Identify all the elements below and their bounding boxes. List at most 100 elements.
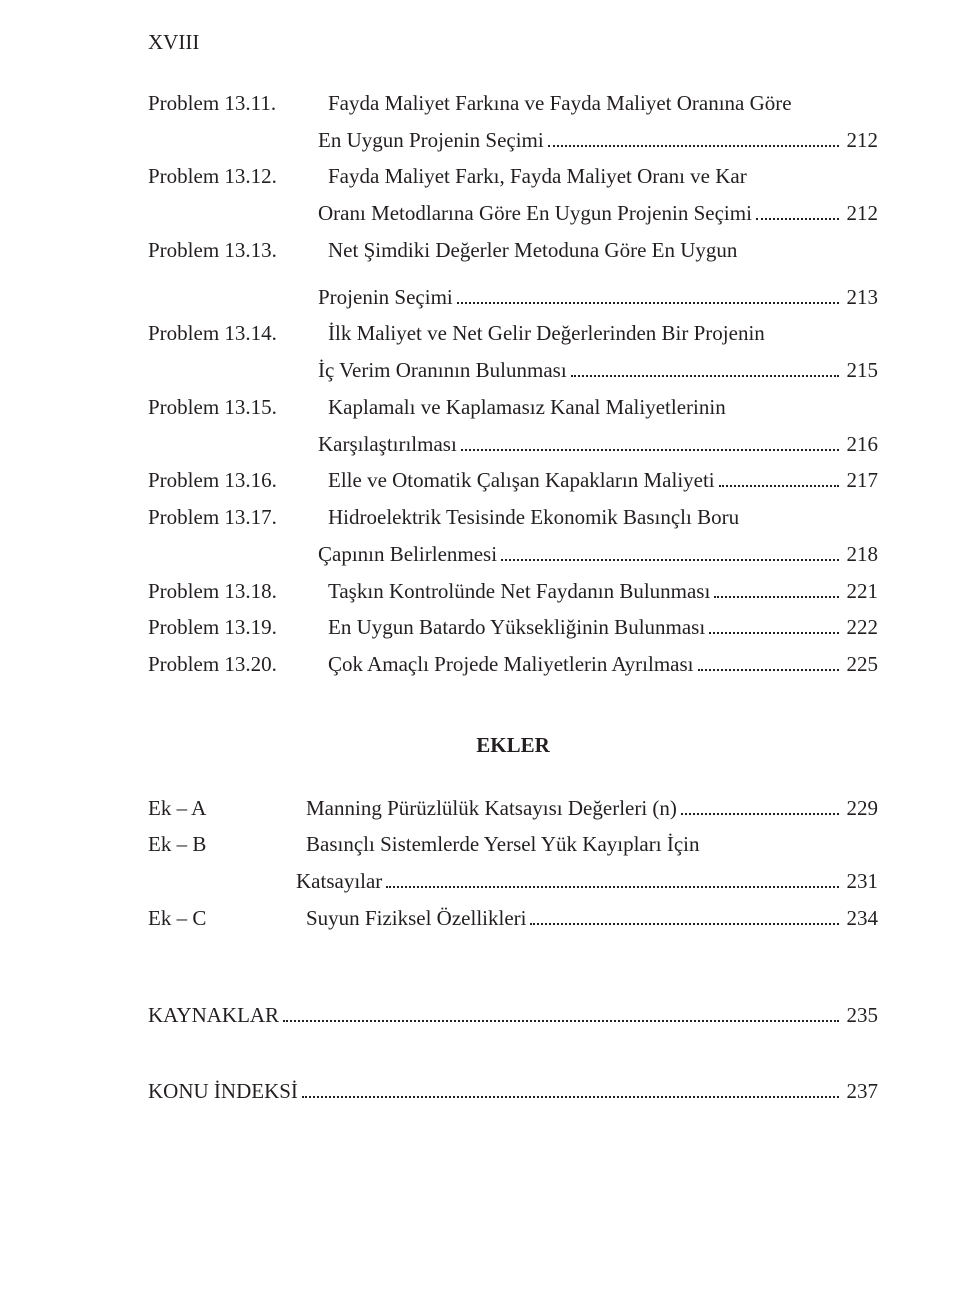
toc-page-number: 234: [843, 900, 879, 937]
toc-title: Manning Pürüzlülük Katsayısı Değerleri (…: [306, 790, 677, 827]
toc-title: Suyun Fiziksel Özellikleri: [306, 900, 526, 937]
toc-entry: Problem 13.19.En Uygun Batardo Yüksekliğ…: [148, 609, 878, 646]
page-header: XVIII: [148, 24, 878, 61]
toc-entry: Problem 13.18.Taşkın Kontrolünde Net Fay…: [148, 573, 878, 610]
toc-line: Çapının Belirlenmesi 218: [148, 536, 878, 573]
toc-title: En Uygun Batardo Yüksekliğinin Bulunması: [328, 609, 705, 646]
leader-dots: [719, 473, 839, 488]
toc-line: Problem 13.15.Kaplamalı ve Kaplamasız Ka…: [148, 389, 878, 426]
leader-dots: [386, 873, 838, 888]
toc-entry: Problem 13.13.Net Şimdiki Değerler Metod…: [148, 232, 878, 316]
leader-dots: [698, 656, 839, 671]
toc-page-number: 237: [843, 1073, 879, 1110]
toc-line: Ek – AManning Pürüzlülük Katsayısı Değer…: [148, 790, 878, 827]
toc-page-number: 222: [843, 609, 879, 646]
toc-title: Net Şimdiki Değerler Metoduna Göre En Uy…: [328, 232, 737, 269]
toc-page-number: 212: [843, 122, 879, 159]
toc-label: Ek – B: [148, 826, 306, 863]
toc-title: Projenin Seçimi: [318, 279, 453, 316]
toc-title: En Uygun Projenin Seçimi: [318, 122, 544, 159]
toc-entry: KAYNAKLAR 235: [148, 997, 878, 1034]
toc-entry: Ek – CSuyun Fiziksel Özellikleri 234: [148, 900, 878, 937]
toc-entry: Ek – AManning Pürüzlülük Katsayısı Değer…: [148, 790, 878, 827]
toc-label: Problem 13.17.: [148, 499, 328, 536]
toc-appendix: Ek – AManning Pürüzlülük Katsayısı Değer…: [148, 790, 878, 937]
toc-entry: KONU İNDEKSİ 237: [148, 1073, 878, 1110]
toc-title: Basınçlı Sistemlerde Yersel Yük Kayıplar…: [306, 826, 699, 863]
toc-tail: KAYNAKLAR 235 KONU İNDEKSİ 237: [148, 997, 878, 1111]
toc-title: Fayda Maliyet Farkı, Fayda Maliyet Oranı…: [328, 158, 747, 195]
toc-line: Ek – CSuyun Fiziksel Özellikleri 234: [148, 900, 878, 937]
toc-line: Problem 13.19.En Uygun Batardo Yüksekliğ…: [148, 609, 878, 646]
toc-line: Oranı Metodlarına Göre En Uygun Projenin…: [148, 195, 878, 232]
toc-title: Çapının Belirlenmesi: [318, 536, 497, 573]
toc-label: Problem 13.18.: [148, 573, 328, 610]
toc-label: Problem 13.20.: [148, 646, 328, 683]
toc-entry: Problem 13.20.Çok Amaçlı Projede Maliyet…: [148, 646, 878, 683]
toc-label: Problem 13.13.: [148, 232, 328, 269]
toc-page-number: 225: [843, 646, 879, 683]
toc-line: Problem 13.12.Fayda Maliyet Farkı, Fayda…: [148, 158, 878, 195]
leader-dots: [283, 1007, 838, 1022]
toc-title: Hidroelektrik Tesisinde Ekonomik Basınçl…: [328, 499, 739, 536]
toc-line: Karşılaştırılması 216: [148, 426, 878, 463]
toc-entry: Problem 13.15.Kaplamalı ve Kaplamasız Ka…: [148, 389, 878, 463]
toc-main: Problem 13.11.Fayda Maliyet Farkına ve F…: [148, 85, 878, 683]
toc-line: Problem 13.18.Taşkın Kontrolünde Net Fay…: [148, 573, 878, 610]
toc-page-number: 216: [843, 426, 879, 463]
toc-line: Problem 13.13.Net Şimdiki Değerler Metod…: [148, 232, 878, 269]
leader-dots: [714, 583, 838, 598]
toc-title: İlk Maliyet ve Net Gelir Değerlerinden B…: [328, 315, 765, 352]
toc-entry: Problem 13.14.İlk Maliyet ve Net Gelir D…: [148, 315, 878, 389]
toc-label: Problem 13.19.: [148, 609, 328, 646]
toc-title: İç Verim Oranının Bulunması: [318, 352, 567, 389]
toc-entry: Ek – BBasınçlı Sistemlerde Yersel Yük Ka…: [148, 826, 878, 900]
toc-line: Ek – BBasınçlı Sistemlerde Yersel Yük Ka…: [148, 826, 878, 863]
toc-line: Problem 13.20.Çok Amaçlı Projede Maliyet…: [148, 646, 878, 683]
leader-dots: [709, 620, 838, 635]
toc-line: Katsayılar 231: [148, 863, 878, 900]
toc-label: Problem 13.16.: [148, 462, 328, 499]
toc-page-number: 212: [843, 195, 879, 232]
leader-dots: [571, 362, 839, 377]
toc-title: Elle ve Otomatik Çalışan Kapakların Mali…: [328, 462, 715, 499]
toc-label: KONU İNDEKSİ: [148, 1073, 298, 1110]
toc-line: Problem 13.14.İlk Maliyet ve Net Gelir D…: [148, 315, 878, 352]
toc-label: Ek – C: [148, 900, 306, 937]
appendix-heading: EKLER: [148, 727, 878, 764]
leader-dots: [501, 546, 838, 561]
toc-page-number: 217: [843, 462, 879, 499]
toc-line: Problem 13.17.Hidroelektrik Tesisinde Ek…: [148, 499, 878, 536]
leader-dots: [548, 132, 839, 147]
toc-title: Çok Amaçlı Projede Maliyetlerin Ayrılmas…: [328, 646, 694, 683]
toc-line: Problem 13.11.Fayda Maliyet Farkına ve F…: [148, 85, 878, 122]
toc-title: Karşılaştırılması: [318, 426, 457, 463]
toc-entry: Problem 13.11.Fayda Maliyet Farkına ve F…: [148, 85, 878, 159]
toc-page-number: 235: [843, 997, 879, 1034]
toc-title: Taşkın Kontrolünde Net Faydanın Bulunmas…: [328, 573, 710, 610]
toc-label: Problem 13.14.: [148, 315, 328, 352]
toc-title: Kaplamalı ve Kaplamasız Kanal Maliyetler…: [328, 389, 726, 426]
toc-line: Problem 13.16.Elle ve Otomatik Çalışan K…: [148, 462, 878, 499]
toc-line: En Uygun Projenin Seçimi 212: [148, 122, 878, 159]
toc-label: Ek – A: [148, 790, 306, 827]
toc-page-number: 229: [843, 790, 879, 827]
toc-page-number: 221: [843, 573, 879, 610]
toc-label: Problem 13.15.: [148, 389, 328, 426]
leader-dots: [461, 436, 839, 451]
leader-dots: [681, 800, 839, 815]
document-page: XVIII Problem 13.11.Fayda Maliyet Farkın…: [0, 0, 960, 1297]
toc-entry: Problem 13.16.Elle ve Otomatik Çalışan K…: [148, 462, 878, 499]
toc-page-number: 213: [843, 279, 879, 316]
toc-label: Problem 13.12.: [148, 158, 328, 195]
leader-dots: [302, 1084, 839, 1099]
toc-title: Katsayılar: [296, 863, 382, 900]
toc-line: İç Verim Oranının Bulunması215: [148, 352, 878, 389]
toc-entry: Problem 13.12.Fayda Maliyet Farkı, Fayda…: [148, 158, 878, 232]
toc-page-number: 218: [843, 536, 879, 573]
leader-dots: [756, 205, 839, 220]
toc-title: Oranı Metodlarına Göre En Uygun Projenin…: [318, 195, 752, 232]
toc-label: KAYNAKLAR: [148, 997, 279, 1034]
toc-page-number: 231: [843, 863, 879, 900]
toc-entry: Problem 13.17.Hidroelektrik Tesisinde Ek…: [148, 499, 878, 573]
